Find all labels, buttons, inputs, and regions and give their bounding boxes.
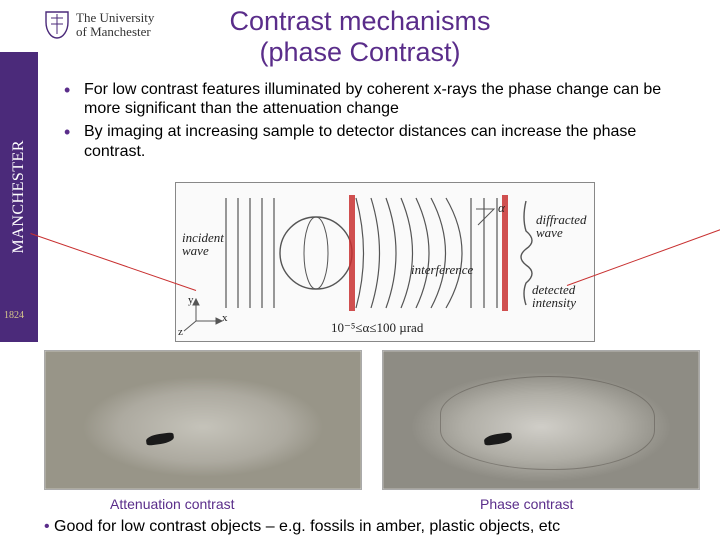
diagram-label: x [222,313,228,324]
bullet-bottom: Good for low contrast objects – e.g. fos… [44,518,714,536]
brand-name: MANCHESTER [10,140,28,253]
diagram-label: α [498,201,505,214]
brand-sidebar: MANCHESTER [0,52,38,342]
page-title: Contrast mechanisms (phase Contrast) [0,6,720,68]
diagram-label: incident wave [182,231,224,257]
list-item: For low contrast features illuminated by… [60,80,700,118]
phase-diagram: incident wave diffracted wave interferen… [175,182,595,342]
connector-line [30,233,196,291]
cell-outline [440,376,655,470]
highlight-bar [349,195,355,311]
diagram-label: z [178,327,183,338]
sample-row [44,350,700,490]
caption-right: Phase contrast [480,496,573,512]
attenuation-sample [44,350,362,490]
phase-sample [382,350,700,490]
diagram-label: y [188,295,194,306]
diagram-svg [176,183,596,343]
list-item: By imaging at increasing sample to detec… [60,122,700,160]
diagram-label: detected intensity [532,283,576,309]
diagram-label: diffracted wave [536,213,587,239]
diagram-label: 10⁻⁵≤α≤100 µrad [331,321,423,334]
caption-left: Attenuation contrast [110,496,235,512]
sample-bg [45,351,361,489]
established-year: 1824 [4,310,24,321]
bullet-list-top: For low contrast features illuminated by… [60,80,700,165]
diagram-label: interference [411,263,473,276]
